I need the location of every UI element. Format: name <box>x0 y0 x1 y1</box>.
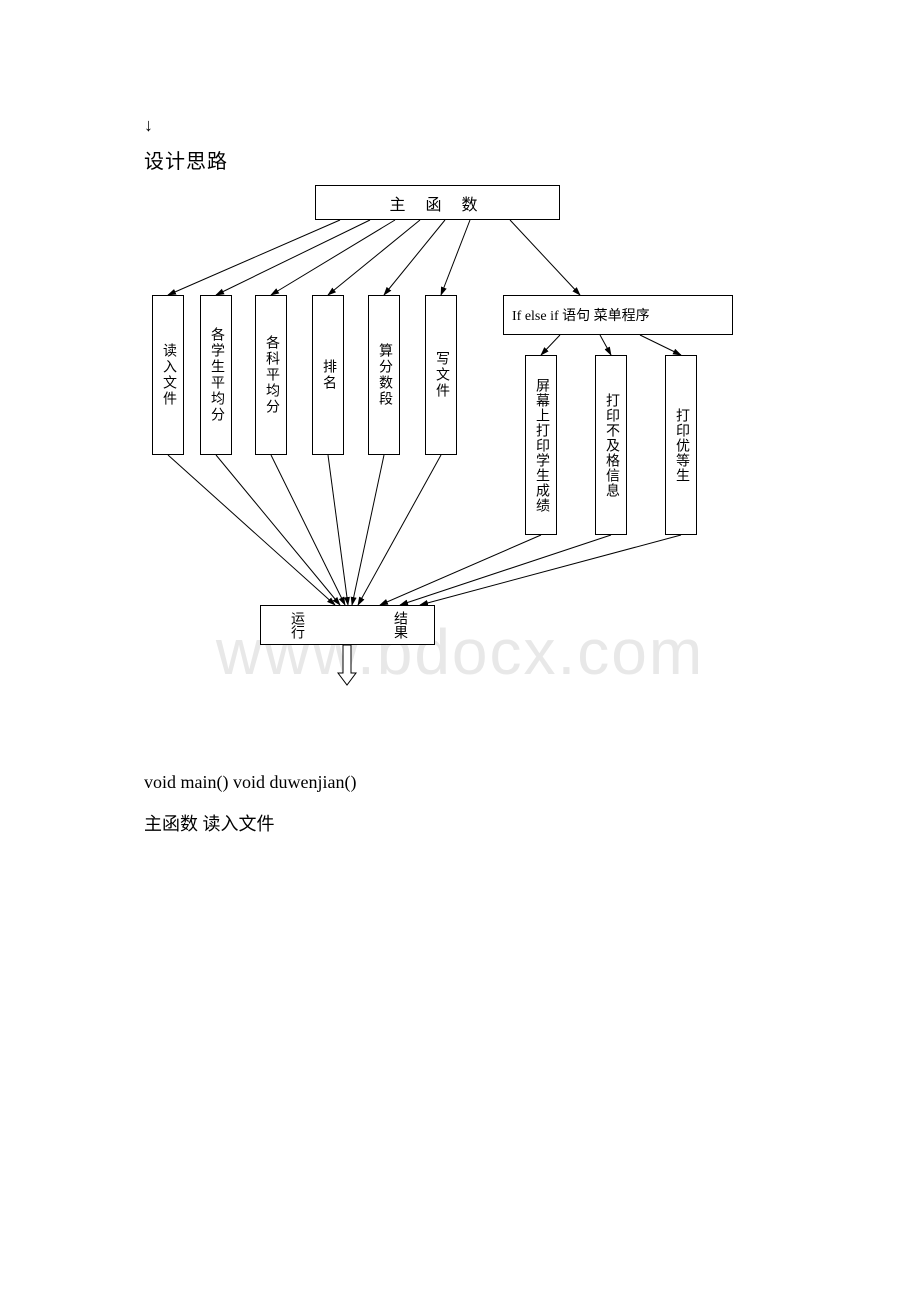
node-print-scores: 屏幕上打印学生成绩 <box>525 355 557 535</box>
code-text-2: 主函数 读入文件 <box>144 810 275 836</box>
node-score-range: 算分数段 <box>368 295 400 455</box>
flowchart-diagram: 主 函 数 读入文件 各学生平均分 各科平均分 排名 算分数段 写文件 If e… <box>140 185 780 695</box>
node-print-fail: 打印不及格信息 <box>595 355 627 535</box>
node-menu-program: If else if 语句 菜单程序 <box>503 295 733 335</box>
code-text-1: void main() void duwenjian() <box>144 772 356 793</box>
result-label-output: 结果 <box>389 611 409 639</box>
section-title: 设计思路 <box>144 145 228 174</box>
page-container: www.bdocx.com ↓ 设计思路 主 函 数 读入文件 各学生平均分 各… <box>0 0 920 1302</box>
arrow-down-icon: ↓ <box>144 115 153 136</box>
node-result: 运行 结果 <box>260 605 435 645</box>
node-main-function: 主 函 数 <box>315 185 560 220</box>
node-write-file: 写文件 <box>425 295 457 455</box>
result-label-run: 运行 <box>286 611 306 639</box>
node-student-avg: 各学生平均分 <box>200 295 232 455</box>
node-ranking: 排名 <box>312 295 344 455</box>
node-subject-avg: 各科平均分 <box>255 295 287 455</box>
node-print-excellent: 打印优等生 <box>665 355 697 535</box>
node-read-file: 读入文件 <box>152 295 184 455</box>
